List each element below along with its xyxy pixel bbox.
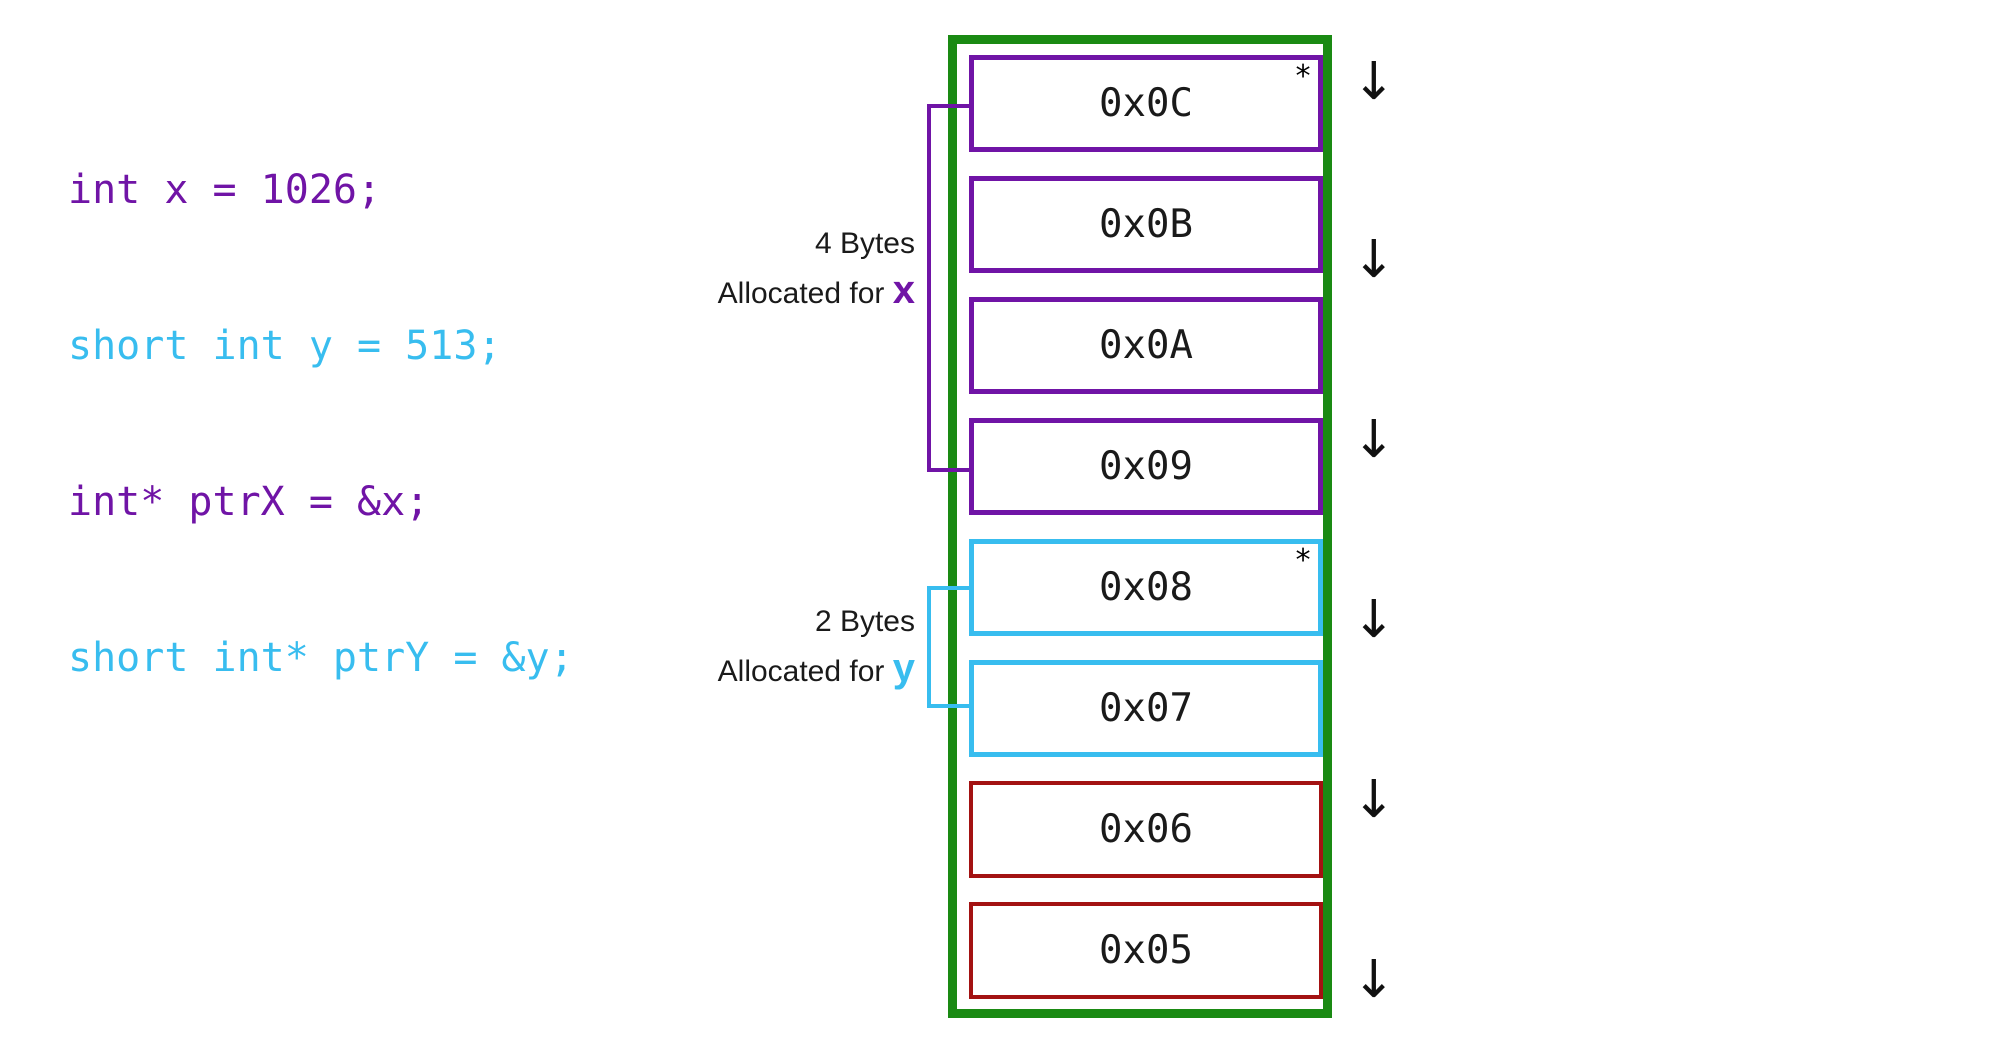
alloc-size-x: 4 Bytes (814, 227, 915, 260)
alloc-line-x: Allocated for x (718, 267, 915, 317)
address-label: 0x09 (1099, 444, 1193, 489)
alloc-var-y: y (892, 646, 915, 690)
down-arrow-icon: ↓ (1352, 770, 1396, 830)
memory-cell-0x0c: 0x0C * (969, 55, 1323, 152)
alloc-prefix-x: Allocated for (717, 277, 885, 310)
alloc-label-x: 4 Bytes Allocated for x (718, 221, 915, 317)
down-arrow-icon: ↓ (1352, 590, 1396, 650)
down-arrow-icon: ↓ (1352, 230, 1396, 290)
memory-cell-0x0b: 0x0B (969, 176, 1323, 273)
code-line-ptr-y: short int* ptrY = &y; (68, 635, 574, 681)
address-label: 0x0A (1099, 323, 1193, 368)
memory-cell-0x09: 0x09 (969, 418, 1323, 515)
bracket-y (927, 586, 969, 708)
address-label: 0x08 (1099, 565, 1193, 610)
address-label: 0x06 (1099, 807, 1193, 852)
memory-cell-0x0a: 0x0A (969, 297, 1323, 394)
memory-cell-0x05: 0x05 (969, 902, 1323, 999)
code-block: int x = 1026; short int y = 513; int* pt… (68, 60, 574, 736)
address-label: 0x0C (1099, 81, 1193, 126)
memory-stack (948, 35, 1332, 1018)
start-marker: * (1293, 59, 1312, 94)
down-arrow-icon: ↓ (1352, 950, 1396, 1010)
down-arrow-icon: ↓ (1352, 410, 1396, 470)
bracket-x (927, 104, 969, 472)
memory-cell-0x07: 0x07 (969, 660, 1323, 757)
alloc-prefix-y: Allocated for (717, 655, 885, 688)
alloc-size-y: 2 Bytes (814, 605, 915, 638)
address-label: 0x05 (1099, 928, 1193, 973)
alloc-line-y: Allocated for y (718, 645, 915, 695)
code-line-short-y: short int y = 513; (68, 323, 502, 369)
memory-cell-0x06: 0x06 (969, 781, 1323, 878)
memory-cell-0x08: 0x08 * (969, 539, 1323, 636)
address-label: 0x0B (1099, 202, 1193, 247)
code-line-ptr-x: int* ptrX = &x; (68, 479, 430, 525)
address-label: 0x07 (1099, 686, 1193, 731)
down-arrow-icon: ↓ (1352, 52, 1396, 112)
start-marker: * (1293, 543, 1312, 578)
alloc-label-y: 2 Bytes Allocated for y (718, 599, 915, 695)
alloc-var-x: x (892, 268, 915, 312)
code-line-int-x: int x = 1026; (68, 167, 382, 213)
